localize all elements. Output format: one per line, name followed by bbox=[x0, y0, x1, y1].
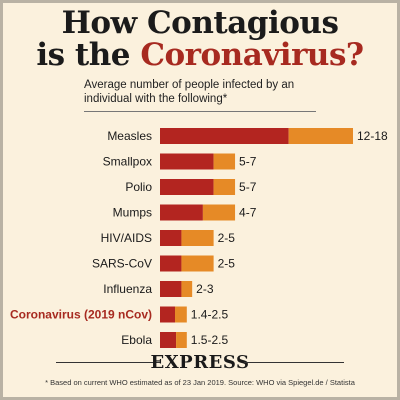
title-line2-accent: Coronavirus? bbox=[140, 37, 364, 73]
value-label-sars-cov: 2-5 bbox=[218, 257, 236, 271]
title-line2-prefix: is the bbox=[36, 37, 141, 73]
category-label-polio: Polio bbox=[125, 180, 152, 194]
value-label-influenza: 2-3 bbox=[196, 282, 214, 296]
chart-title-line1: How Contagious bbox=[61, 5, 339, 41]
category-label-mumps: Mumps bbox=[113, 206, 152, 220]
bar-low-coronavirus-2019-ncov bbox=[160, 306, 176, 323]
bar-range-sars-cov bbox=[181, 255, 214, 272]
value-label-smallpox: 5-7 bbox=[239, 155, 257, 169]
chart-title-line2: is the Coronavirus? bbox=[0, 38, 400, 72]
category-label-coronavirus-2019-ncov: Coronavirus (2019 nCov) bbox=[10, 308, 152, 322]
bar-range-hiv-aids bbox=[181, 230, 214, 246]
bar-low-measles bbox=[160, 128, 289, 144]
brand-rule-right bbox=[244, 362, 344, 363]
brand-rule-left bbox=[56, 362, 160, 363]
bar-low-hiv-aids bbox=[160, 230, 182, 246]
value-label-mumps: 4-7 bbox=[239, 206, 257, 220]
bar-range-polio bbox=[213, 179, 236, 195]
brand-logo: EXPRESS bbox=[150, 352, 250, 373]
bar-range-measles bbox=[288, 128, 353, 144]
value-label-hiv-aids: 2-5 bbox=[218, 231, 236, 245]
bar-range-ebola bbox=[176, 332, 187, 348]
category-label-influenza: Influenza bbox=[103, 282, 152, 296]
bar-low-smallpox bbox=[160, 153, 214, 170]
value-label-coronavirus-2019-ncov: 1.4-2.5 bbox=[191, 308, 229, 322]
bar-low-ebola bbox=[160, 332, 177, 348]
subtitle-divider bbox=[84, 111, 316, 112]
value-label-measles: 12-18 bbox=[357, 129, 388, 143]
footnote: * Based on current WHO estimated as of 2… bbox=[45, 378, 355, 387]
bar-low-mumps bbox=[160, 204, 203, 221]
value-label-polio: 5-7 bbox=[239, 180, 257, 194]
bar-low-polio bbox=[160, 179, 214, 195]
bar-low-influenza bbox=[160, 281, 182, 297]
category-label-smallpox: Smallpox bbox=[103, 155, 152, 169]
bar-range-coronavirus-2019-ncov bbox=[175, 306, 187, 323]
bar-chart: Measles 12-18 Smallpox 5-7 Polio 5-7 Mumps 4-7 H… bbox=[10, 128, 388, 348]
category-label-ebola: Ebola bbox=[121, 333, 152, 347]
chart-subtitle: Average number of people infected by an … bbox=[84, 79, 295, 105]
category-label-measles: Measles bbox=[107, 129, 152, 143]
category-label-hiv-aids: HIV/AIDS bbox=[101, 231, 152, 245]
bar-range-influenza bbox=[181, 281, 193, 297]
bar-low-sars-cov bbox=[160, 255, 182, 272]
bar-range-smallpox bbox=[213, 153, 236, 170]
value-label-ebola: 1.5-2.5 bbox=[191, 333, 229, 347]
bar-range-mumps bbox=[202, 204, 236, 221]
category-label-sars-cov: SARS-CoV bbox=[92, 257, 152, 271]
